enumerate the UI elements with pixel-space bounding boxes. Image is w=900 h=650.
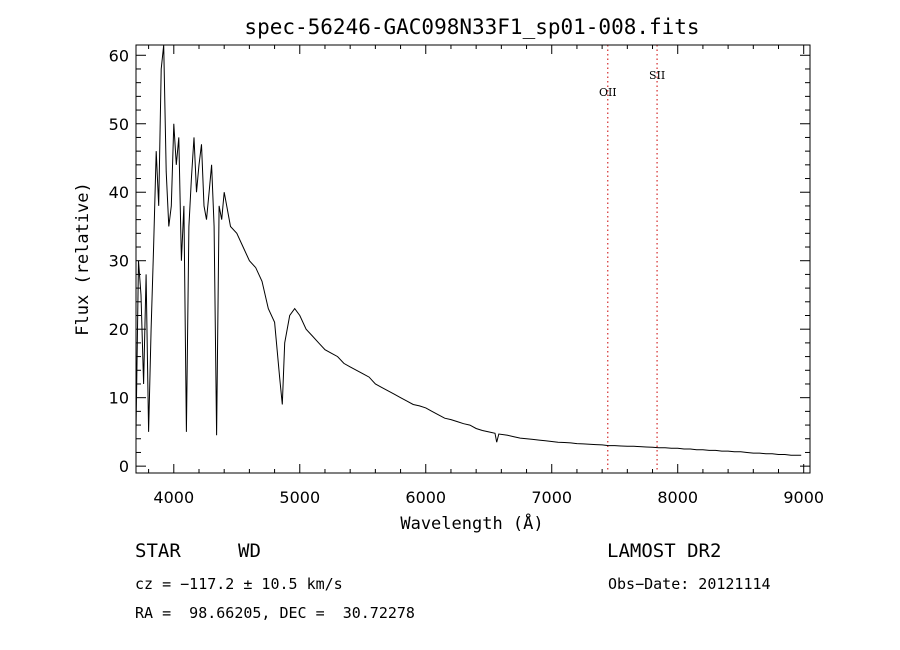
y-tick-label-30: 30 — [109, 252, 129, 271]
plot-frame — [135, 44, 811, 474]
coords-text: RA = 98.66205, DEC = 30.72278 — [135, 604, 415, 622]
line-label-sii: SII — [649, 69, 665, 82]
y-tick-label-40: 40 — [109, 183, 129, 202]
survey-label: LAMOST DR2 — [607, 540, 722, 562]
y-tick-label-60: 60 — [109, 46, 129, 65]
x-axis-label: Wavelength (Å) — [400, 512, 543, 534]
line-label-oii: OII — [599, 86, 617, 99]
series-layer — [135, 44, 802, 456]
y-tick-label-50: 50 — [109, 115, 129, 134]
x-tick-label-4000: 4000 — [153, 488, 194, 507]
y-tick-label-20: 20 — [109, 320, 129, 339]
obs-date-text: Obs−Date: 20121114 — [608, 575, 771, 593]
x-tick-label-7000: 7000 — [531, 488, 572, 507]
y-tick-label-0: 0 — [119, 457, 129, 476]
x-tick-label-5000: 5000 — [279, 488, 320, 507]
subclass-label: WD — [238, 540, 261, 562]
y-axis-label: Flux (relative) — [73, 182, 93, 336]
x-tick-label-9000: 9000 — [783, 488, 824, 507]
x-tick-label-6000: 6000 — [405, 488, 446, 507]
chart-title: spec-56246-GAC098N33F1_sp01-008.fits — [244, 15, 699, 39]
class-label: STAR — [135, 540, 181, 562]
ticks-layer: 4000 5000 6000 7000 8000 9000 0 10 20 30 40 50 60 — [109, 45, 824, 507]
velocity-text: cz = −117.2 ± 10.5 km/s — [135, 575, 343, 593]
y-tick-label-10: 10 — [109, 389, 129, 408]
emission-lines-layer: OII SII — [599, 45, 665, 473]
x-tick-label-8000: 8000 — [657, 488, 698, 507]
spectrum-line-0 — [135, 44, 802, 456]
